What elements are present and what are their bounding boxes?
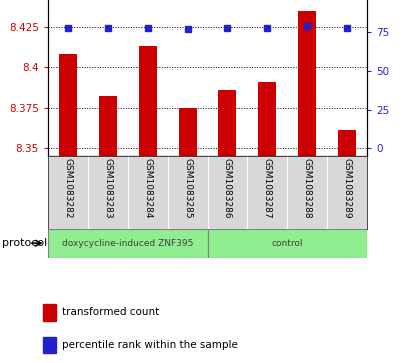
Text: protocol: protocol — [2, 238, 47, 248]
Text: doxycycline-induced ZNF395: doxycycline-induced ZNF395 — [62, 239, 193, 248]
Bar — [59, 54, 77, 156]
Bar — [139, 46, 156, 156]
Bar — [218, 90, 237, 156]
Text: GSM1083288: GSM1083288 — [303, 158, 312, 219]
Bar — [259, 82, 276, 156]
Text: GSM1083285: GSM1083285 — [183, 158, 192, 219]
Text: GSM1083287: GSM1083287 — [263, 158, 272, 219]
Text: GSM1083283: GSM1083283 — [103, 158, 112, 219]
Text: control: control — [272, 239, 303, 248]
Bar — [99, 96, 117, 156]
Text: transformed count: transformed count — [62, 307, 160, 317]
Text: GSM1083282: GSM1083282 — [63, 158, 72, 219]
Bar — [208, 229, 367, 258]
Bar — [338, 130, 356, 156]
Bar — [178, 107, 197, 156]
Bar — [48, 229, 208, 258]
Text: GSM1083289: GSM1083289 — [343, 158, 352, 219]
Bar — [43, 304, 56, 321]
Text: GSM1083284: GSM1083284 — [143, 158, 152, 219]
Bar — [298, 11, 316, 156]
Bar — [43, 337, 56, 354]
Text: percentile rank within the sample: percentile rank within the sample — [62, 340, 238, 350]
Text: GSM1083286: GSM1083286 — [223, 158, 232, 219]
